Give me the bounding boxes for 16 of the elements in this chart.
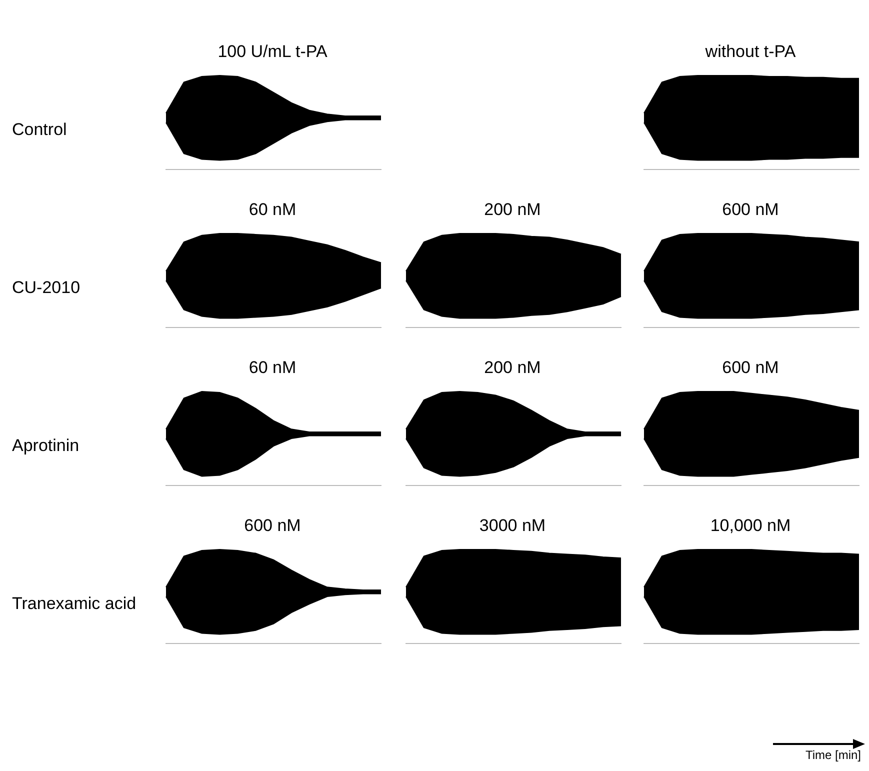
chart-title: 600 nM <box>243 515 302 537</box>
chart-title: 60 nM <box>248 199 298 221</box>
chart-title: 600 nM <box>721 357 780 379</box>
chart-title: 10,000 nM <box>709 515 792 537</box>
y-axis-title: Tranexamic acid <box>12 594 138 612</box>
chart-title: 600 nM <box>721 199 780 221</box>
text: Time [min] <box>805 748 861 762</box>
y-axis-title: Control <box>12 120 68 138</box>
y-axis-title: Aprotinin <box>12 436 80 454</box>
y-axis-title: CU-2010 <box>12 278 82 296</box>
chart-title: 200 nM <box>483 357 542 379</box>
chart-title: 3000 nM <box>478 515 547 537</box>
chart-title: without t-PA <box>704 41 797 63</box>
chart-title: 60 nM <box>248 357 298 379</box>
chart-title: 100 U/mL t-PA <box>216 41 328 63</box>
chart-title: 200 nM <box>483 199 542 221</box>
